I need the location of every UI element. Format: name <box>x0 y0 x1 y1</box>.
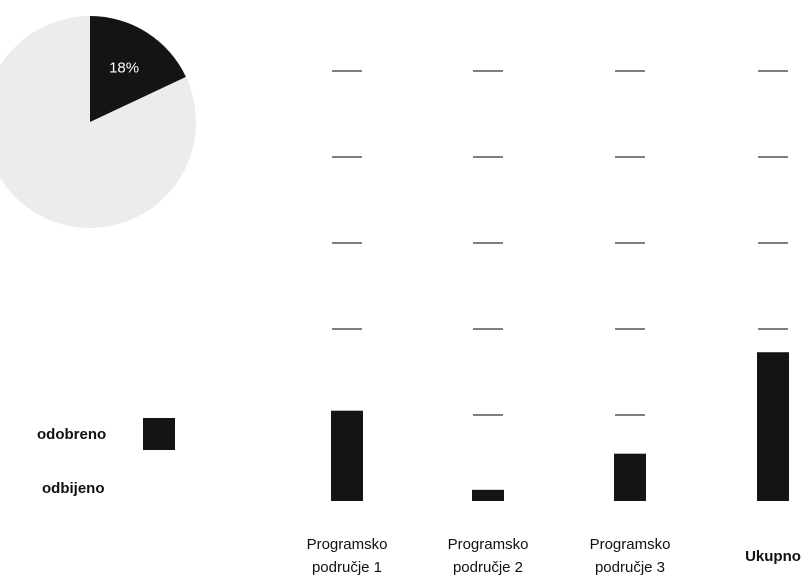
x-tick-label: Programsko područje 2 <box>447 536 529 576</box>
pie-slice <box>90 16 186 122</box>
bar <box>614 453 646 501</box>
bar <box>472 489 504 501</box>
x-tick-label: Programsko područje 1 <box>306 536 388 576</box>
x-tick-label: Ukupno <box>745 548 801 565</box>
legend-label: odobreno <box>37 426 107 443</box>
pie-slice <box>0 16 196 228</box>
legend-label: odbijeno <box>42 480 105 497</box>
legend-swatch <box>143 418 175 450</box>
bar <box>757 352 789 501</box>
bar <box>331 410 363 501</box>
x-tick-label: Programsko područje 3 <box>589 536 671 576</box>
slice-label: 18% <box>109 59 139 76</box>
legend-swatch <box>143 472 175 504</box>
